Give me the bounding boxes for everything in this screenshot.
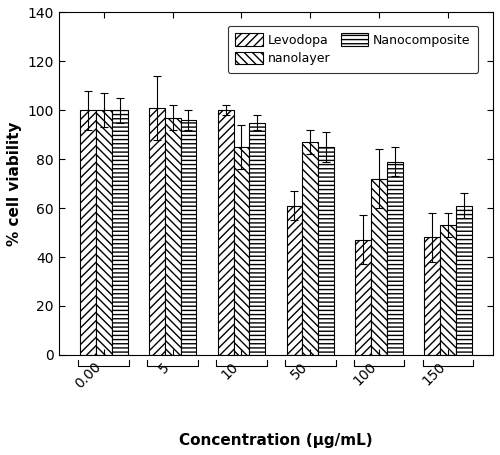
Bar: [112, 110, 128, 355]
Y-axis label: % cell viability: % cell viability: [7, 121, 22, 246]
Bar: [371, 179, 387, 355]
Bar: [356, 240, 371, 355]
Bar: [286, 206, 302, 355]
Bar: [234, 147, 250, 355]
Bar: [218, 110, 234, 355]
Bar: [164, 118, 180, 355]
Bar: [180, 120, 196, 355]
Legend: Levodopa, nanolayer, Nanocomposite: Levodopa, nanolayer, Nanocomposite: [228, 25, 478, 73]
Bar: [250, 122, 265, 355]
Bar: [318, 147, 334, 355]
Bar: [80, 110, 96, 355]
Bar: [424, 238, 440, 355]
Bar: [96, 110, 112, 355]
X-axis label: Concentration (μg/mL): Concentration (μg/mL): [179, 433, 372, 448]
Bar: [387, 162, 403, 355]
Bar: [440, 225, 456, 355]
Bar: [149, 108, 164, 355]
Bar: [302, 142, 318, 355]
Bar: [456, 206, 471, 355]
